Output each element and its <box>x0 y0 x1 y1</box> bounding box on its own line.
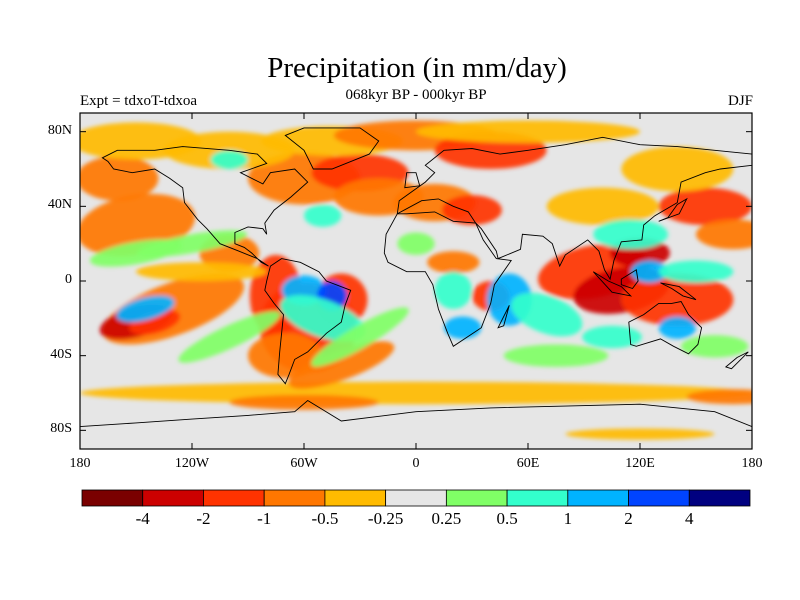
chart-subtitle: 068kyr BP - 000kyr BP <box>345 87 487 103</box>
colorbar-boxes <box>81 489 751 507</box>
anomaly-region <box>116 295 175 323</box>
anomaly-region <box>311 307 409 367</box>
colorbar-box <box>203 489 265 507</box>
colorbar-box <box>385 489 447 507</box>
anomaly-region <box>434 271 473 310</box>
coastline <box>101 146 309 267</box>
coastline <box>628 300 703 355</box>
colorbar-label: 1 <box>563 509 573 528</box>
colorbar-box <box>263 489 326 507</box>
coastlines <box>80 127 752 449</box>
anomaly-region <box>658 260 734 283</box>
anomaly-region <box>621 273 734 326</box>
colorbar-label: 0.5 <box>496 509 518 528</box>
colorbar-box <box>567 489 629 507</box>
lon-tick-label: 0 <box>412 456 420 471</box>
lon-tick-label: 60W <box>290 456 318 471</box>
lon-tick-label: 180 <box>69 456 91 471</box>
coastline <box>404 172 421 189</box>
colorbar-box <box>81 489 144 507</box>
anomaly-region <box>427 251 480 274</box>
lat-tick-label: 40N <box>47 197 72 213</box>
coastline <box>660 282 697 301</box>
lon-tick-label: 180 <box>741 456 763 471</box>
anomaly-region <box>686 389 752 405</box>
anomaly-region <box>593 219 669 250</box>
anomaly-region <box>630 260 668 283</box>
chart-title: Precipitation (in mm/day) <box>267 52 567 84</box>
colorbar-box <box>445 489 508 507</box>
anomaly-region <box>511 292 583 337</box>
anomaly-region <box>210 150 248 170</box>
colorbar-label: -1 <box>257 509 272 528</box>
coastline <box>620 269 639 290</box>
coastline <box>284 127 380 170</box>
colorbar-box <box>324 489 387 507</box>
colorbar-box <box>688 489 751 507</box>
coastline <box>724 351 749 370</box>
lat-tick-label: 40S <box>50 346 72 362</box>
colorbar-box <box>142 489 204 507</box>
lon-tick-label: 120W <box>174 456 210 471</box>
anomaly-region <box>80 155 159 201</box>
coastline <box>80 399 752 449</box>
anomaly-region <box>229 394 379 410</box>
anomaly-region <box>280 295 366 342</box>
anomaly-region <box>444 316 482 339</box>
anomaly-region <box>288 341 395 389</box>
coastline <box>497 305 510 329</box>
colorbar-label: 0.25 <box>431 509 462 528</box>
lon-tick-label: 60E <box>516 456 540 471</box>
colorbar-box <box>628 489 690 507</box>
anomaly-region <box>546 187 659 225</box>
coastline <box>396 136 752 281</box>
colorbar-box <box>506 489 569 507</box>
colorbar-label: -0.5 <box>311 509 339 528</box>
anomaly-region <box>304 204 342 227</box>
anomaly-region <box>416 120 640 143</box>
season-label: DJF <box>727 93 753 109</box>
anomaly-region <box>696 219 752 250</box>
colorbar-label: 2 <box>624 509 633 528</box>
coastline <box>383 211 512 347</box>
anomaly-region <box>565 428 715 440</box>
lat-tick-label: 80S <box>50 421 72 437</box>
anomaly-region <box>658 187 752 225</box>
colorbar-label: -4 <box>135 509 150 528</box>
anomaly-region <box>658 316 696 339</box>
coastline <box>592 271 633 297</box>
anomaly-region <box>681 335 749 358</box>
colorbar-label: -0.25 <box>367 509 404 528</box>
lon-tick-label: 120E <box>625 456 655 471</box>
tick-marks <box>79 113 753 449</box>
experiment-label: Expt = tdxoT-tdxoa <box>80 93 198 109</box>
anomaly-region <box>503 344 609 367</box>
anomaly-region <box>136 230 248 258</box>
anomaly-region <box>397 232 435 255</box>
anomaly-fields <box>80 120 752 440</box>
anomaly-region <box>442 195 502 225</box>
colorbar-label: 4 <box>685 509 694 528</box>
anomaly-region <box>621 146 734 192</box>
coastline <box>658 197 688 222</box>
colorbar-label: -2 <box>196 509 211 528</box>
anomaly-region <box>136 262 267 281</box>
anomaly-region <box>178 311 281 363</box>
lat-tick-label: 80N <box>47 122 72 138</box>
lat-tick-label: 0 <box>65 272 72 287</box>
coastline <box>264 258 352 385</box>
anomaly-region <box>582 325 642 349</box>
